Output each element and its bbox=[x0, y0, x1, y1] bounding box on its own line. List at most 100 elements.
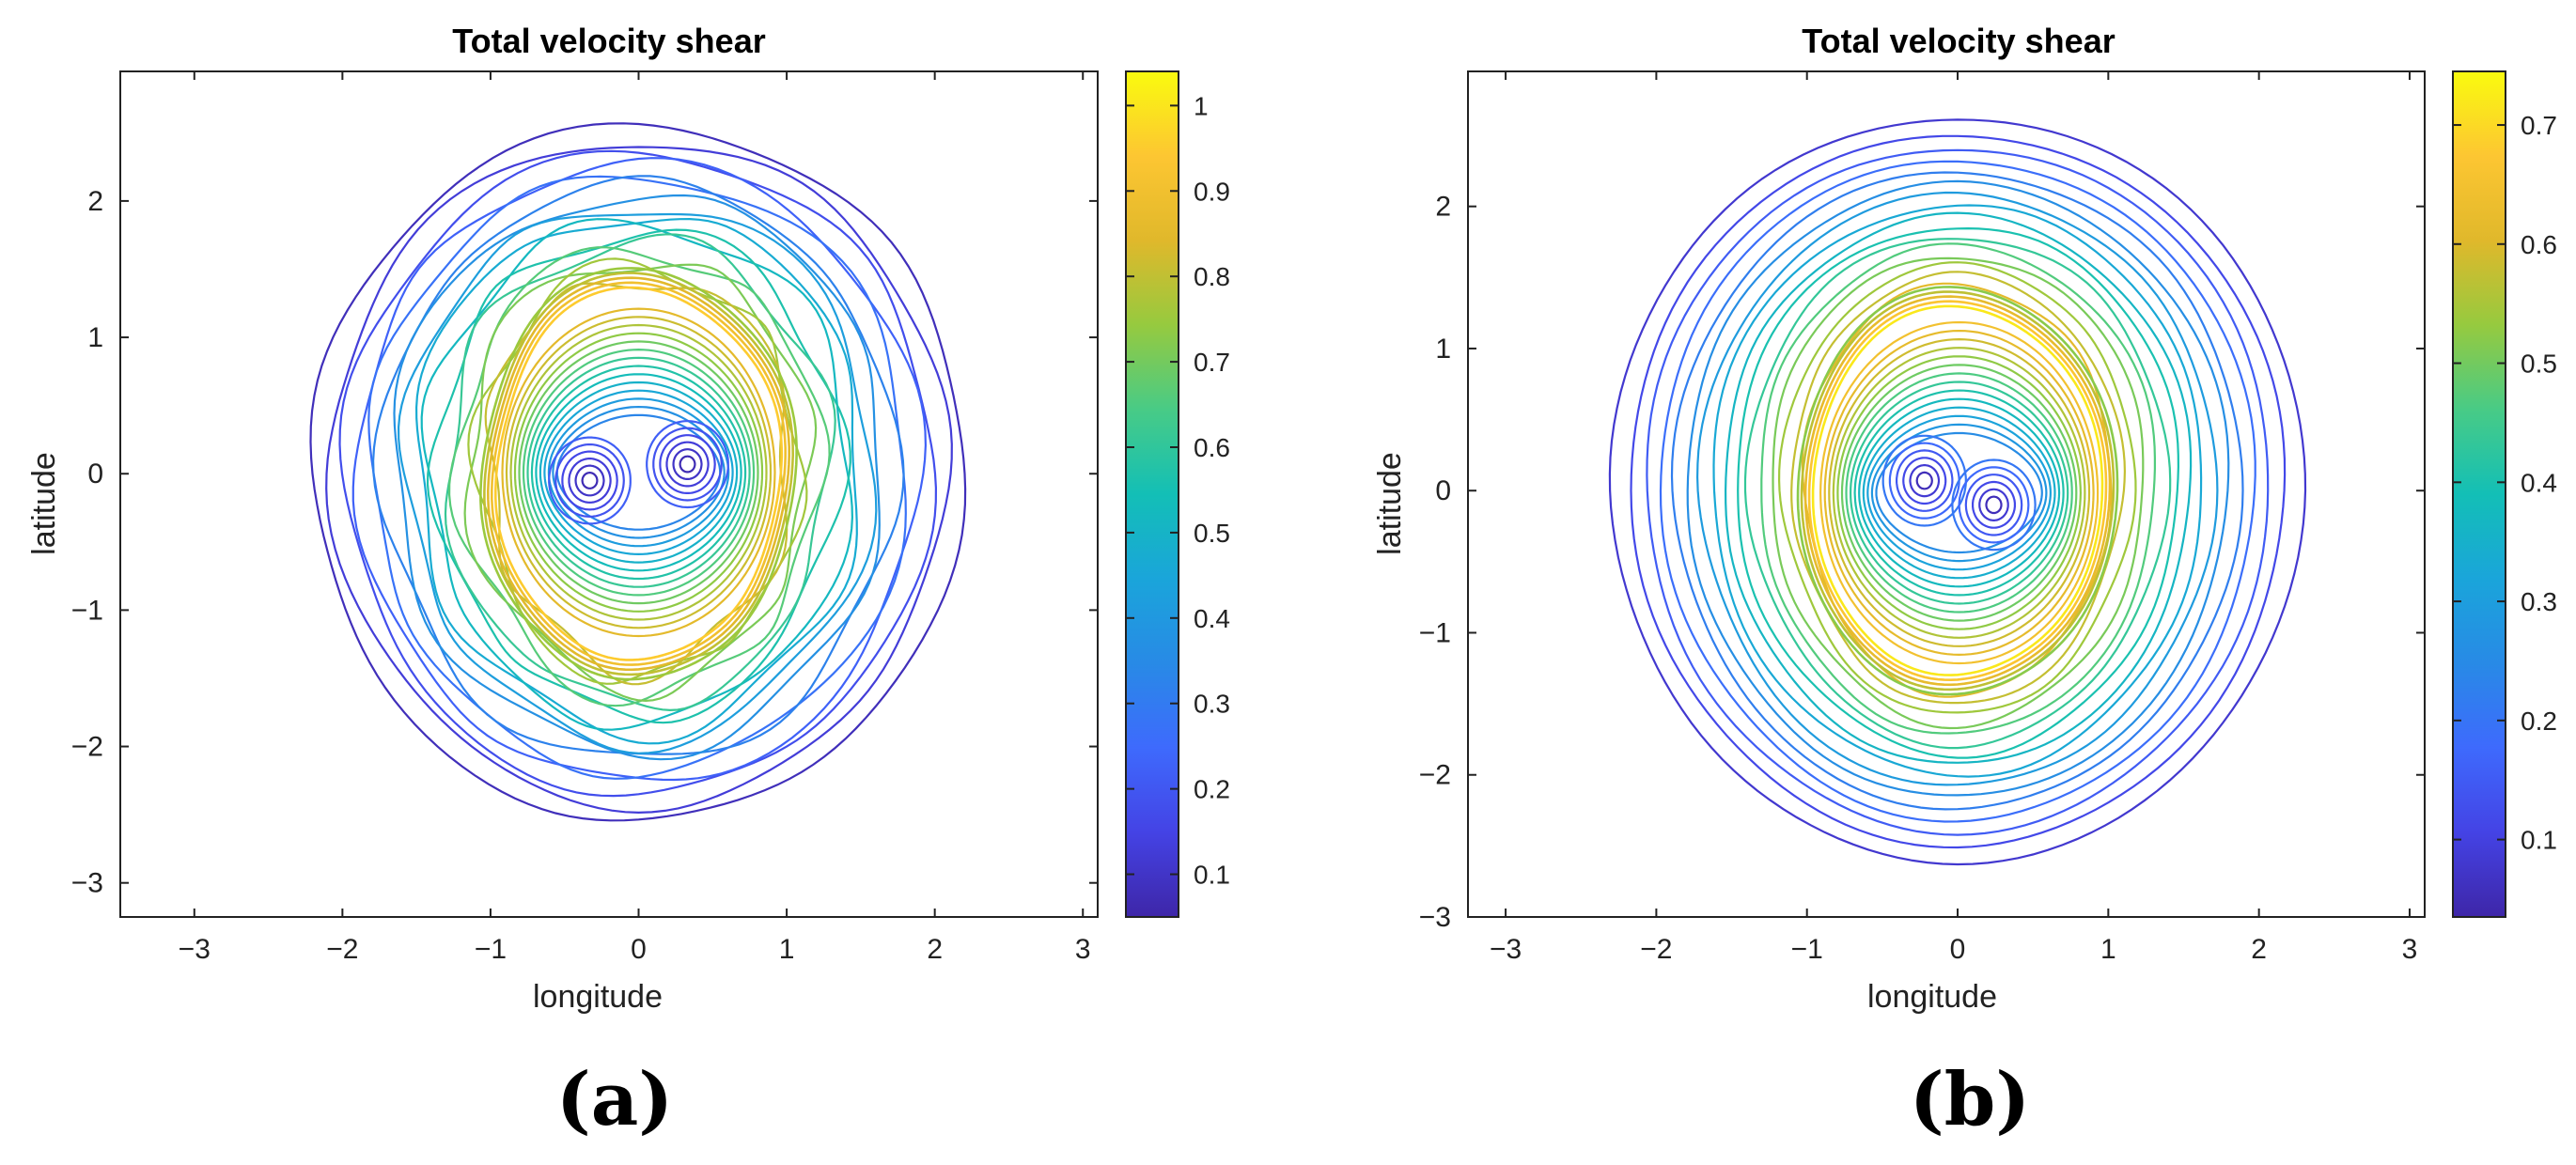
panel-b-title: Total velocity shear bbox=[1802, 22, 2115, 60]
contour-line-inner bbox=[1845, 372, 2073, 614]
x-tick-label: 2 bbox=[927, 934, 943, 965]
x-tick-label: −3 bbox=[1490, 934, 1522, 965]
contour-line-outer bbox=[1790, 271, 2127, 705]
contour-line-outer bbox=[1659, 160, 2256, 823]
panel-a-colorbar-ticks: 0.1 0.2 0.3 0.4 0.5 0.6 0.7 0.8 0.9 1 bbox=[1126, 91, 1230, 890]
y-tick-label: −1 bbox=[1419, 617, 1451, 648]
colorbar-tick-label: 0.5 bbox=[1194, 519, 1230, 548]
contour-line-outer bbox=[1695, 191, 2219, 786]
contour-line-inner bbox=[1875, 431, 2043, 554]
y-tick-label: 0 bbox=[87, 458, 103, 489]
colorbar-tick-label: 0.7 bbox=[1194, 348, 1230, 377]
contour-line-vortex-core bbox=[1985, 495, 2003, 515]
x-tick-label: −1 bbox=[475, 934, 507, 965]
colorbar-tick-label: 0.2 bbox=[2521, 707, 2557, 736]
panel-b-y-ticks: −3 −2 −1 0 1 2 bbox=[1419, 192, 2425, 933]
contour-line-vortex-core bbox=[574, 464, 605, 497]
contour-line-vortex-core bbox=[568, 458, 612, 505]
panel-a-axes-box bbox=[119, 70, 1099, 918]
contour-line-vortex-core bbox=[1902, 457, 1947, 505]
contour-line-vortex-core bbox=[659, 434, 716, 494]
contour-line-vortex-core bbox=[548, 436, 632, 525]
panel-a-y-ticks: −3 −2 −1 0 1 2 bbox=[71, 186, 1098, 899]
contour-line-inner bbox=[522, 348, 756, 597]
contour-line-vortex-core bbox=[1964, 474, 2023, 536]
contour-line-outer bbox=[463, 263, 818, 703]
contour-line-inner bbox=[1853, 389, 2065, 597]
contour-line-inner bbox=[526, 356, 751, 588]
contour-line-outer bbox=[1686, 179, 2230, 797]
contour-line-inner bbox=[547, 397, 730, 548]
panel-b: Total velocity shear −3 −2 −1 0 1 2 3 −3 −2 −1 0 1… bbox=[1372, 22, 2557, 1015]
contour-line-vortex-core bbox=[1881, 434, 1967, 527]
colorbar-tick-label: 0.6 bbox=[1194, 433, 1230, 462]
contour-line-peak bbox=[1800, 290, 2115, 691]
contour-line-inner bbox=[539, 381, 739, 564]
y-tick-label: 2 bbox=[1435, 192, 1451, 223]
contour-line-inner bbox=[1836, 355, 2083, 630]
y-tick-label: −2 bbox=[1419, 760, 1451, 791]
contour-line-inner bbox=[1858, 397, 2061, 588]
contour-line-inner bbox=[513, 332, 764, 613]
contour-line-outer bbox=[351, 157, 928, 782]
contour-line-vortex-core bbox=[672, 448, 703, 480]
contour-line-outer bbox=[1724, 211, 2193, 764]
contour-line-outer bbox=[1737, 226, 2180, 759]
contour-line-vortex-core bbox=[1958, 466, 2030, 544]
colorbar-tick-label: 1 bbox=[1194, 91, 1209, 120]
x-tick-label: −2 bbox=[326, 934, 358, 965]
contour-line-outer bbox=[1760, 242, 2156, 735]
contour-line-inner bbox=[555, 413, 722, 531]
contour-line-outer bbox=[1630, 134, 2287, 849]
contour-line-peak bbox=[486, 276, 790, 672]
y-tick-label: −3 bbox=[1419, 902, 1451, 933]
colorbar-tick-label: 0.5 bbox=[2521, 350, 2557, 379]
contour-line-outer bbox=[393, 194, 881, 761]
contour-line-inner bbox=[1870, 423, 2048, 563]
contour-line-outer bbox=[325, 146, 953, 815]
contour-line-outer bbox=[309, 122, 967, 822]
x-tick-label: 3 bbox=[1075, 934, 1091, 965]
contour-line-vortex-core bbox=[1909, 464, 1941, 498]
contour-line-inner bbox=[1832, 347, 2086, 639]
panel-b-label: (b) bbox=[1909, 1057, 2031, 1142]
contour-line-inner bbox=[543, 389, 734, 556]
panel-a-title: Total velocity shear bbox=[452, 22, 765, 60]
contour-line-outer bbox=[1646, 148, 2270, 836]
colorbar-tick-label: 0.2 bbox=[1194, 775, 1230, 804]
x-tick-label: 3 bbox=[2402, 934, 2418, 965]
y-tick-label: −1 bbox=[71, 595, 103, 626]
panel-b-x-ticks: −3 −2 −1 0 1 2 3 bbox=[1490, 71, 2417, 965]
contour-line-inner bbox=[1819, 320, 2100, 665]
contour-line-vortex-core bbox=[1951, 458, 2037, 551]
contour-line-vortex-core bbox=[679, 455, 696, 474]
contour-line-inner bbox=[509, 323, 768, 621]
contour-line-outer bbox=[1670, 171, 2244, 811]
contour-line-inner bbox=[518, 340, 759, 605]
contour-line-peak bbox=[1807, 300, 2108, 682]
x-tick-label: −2 bbox=[1640, 934, 1672, 965]
colorbar-tick-label: 0.7 bbox=[2521, 111, 2557, 140]
x-tick-label: −1 bbox=[1791, 934, 1823, 965]
contour-line-vortex-core bbox=[665, 441, 710, 488]
contour-line-inner bbox=[1862, 406, 2056, 580]
contour-line-inner bbox=[1849, 381, 2069, 605]
panel-b-colorbar-ticks: 0.1 0.2 0.3 0.4 0.5 0.6 0.7 bbox=[2453, 111, 2557, 855]
contour-line-vortex-core bbox=[581, 472, 599, 489]
contour-line-peak bbox=[483, 272, 795, 676]
panel-a-contours bbox=[309, 122, 967, 822]
contour-line-vortex-core bbox=[1896, 449, 1954, 512]
colorbar-tick-label: 0.3 bbox=[2521, 587, 2557, 616]
contour-line-peak bbox=[494, 286, 784, 661]
x-tick-label: 1 bbox=[2100, 934, 2116, 965]
y-tick-label: 1 bbox=[1435, 334, 1451, 365]
colorbar-tick-label: 0.9 bbox=[1194, 177, 1230, 206]
panel-a-xlabel: longitude bbox=[533, 979, 663, 1015]
contour-line-outer bbox=[444, 233, 836, 712]
colorbar-tick-label: 0.4 bbox=[2521, 468, 2557, 497]
contour-line-peak bbox=[479, 267, 798, 681]
contour-line-inner bbox=[1823, 329, 2095, 657]
y-tick-label: 0 bbox=[1435, 475, 1451, 506]
x-tick-label: 0 bbox=[631, 934, 647, 965]
panel-b-axes-box bbox=[1467, 70, 2426, 918]
